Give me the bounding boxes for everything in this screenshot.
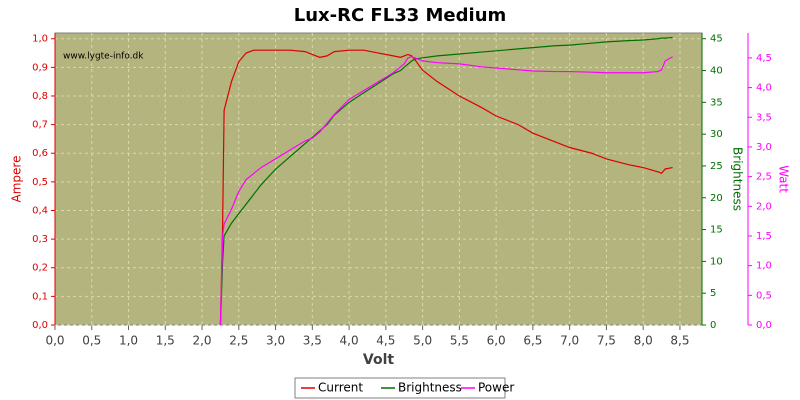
y-tick-label: 0,4 <box>32 205 48 216</box>
x-tick-label: 4,5 <box>376 334 395 348</box>
y3-tick-label: 1,5 <box>756 231 772 242</box>
legend: Current Brightness Power <box>294 377 514 399</box>
x-tick-label: 6,5 <box>523 334 542 348</box>
y3-tick-label: 4,0 <box>756 83 772 94</box>
x-tick-label: 8,5 <box>670 334 689 348</box>
x-tick-label: 7,5 <box>597 334 616 348</box>
watermark: www.lygte-info.dk <box>63 52 144 62</box>
legend-label: Power <box>478 381 514 395</box>
y2-tick-label: 0 <box>710 320 716 331</box>
x-tick-label: 0,0 <box>45 334 64 348</box>
y3-tick-label: 0,5 <box>756 290 772 301</box>
legend-label: Brightness <box>398 381 462 395</box>
y3-tick-label: 0,0 <box>756 320 772 331</box>
x-tick-label: 3,5 <box>303 334 322 348</box>
y3-tick-label: 4,5 <box>756 53 772 64</box>
y3-tick-label: 3,5 <box>756 112 772 123</box>
x-tick-label: 4,0 <box>340 334 359 348</box>
y-tick-label: 0,0 <box>32 320 48 331</box>
y3-axis-label: Watt <box>777 165 791 193</box>
x-tick-label: 5,0 <box>413 334 432 348</box>
legend-box <box>294 377 506 399</box>
y2-tick-label: 45 <box>710 34 723 45</box>
data-line <box>219 56 673 326</box>
y2-tick-label: 5 <box>710 288 716 299</box>
y2-tick-label: 20 <box>710 193 723 204</box>
legend-label: Current <box>318 381 363 395</box>
y-tick-label: 1,0 <box>32 34 48 45</box>
y-tick-label: 0,6 <box>32 148 48 159</box>
y-tick-label: 0,2 <box>32 263 48 274</box>
data-line <box>219 49 673 326</box>
x-tick-label: 2,5 <box>229 334 248 348</box>
y3-tick-label: 3,0 <box>756 142 772 153</box>
plot-area <box>54 32 703 326</box>
y2-tick-label: 40 <box>710 66 723 77</box>
x-tick-label: 7,0 <box>560 334 579 348</box>
y2-tick-label: 25 <box>710 161 723 172</box>
chart-title: Lux-RC FL33 Medium <box>294 5 507 26</box>
data-line <box>219 36 673 326</box>
x-tick-label: 3,0 <box>266 334 285 348</box>
y-axis-label: Ampere <box>10 156 24 203</box>
x-axis-label: Volt <box>363 352 394 368</box>
y2-tick-label: 30 <box>710 129 723 140</box>
y3-tick-label: 2,0 <box>756 201 772 212</box>
y-tick-label: 0,5 <box>32 177 48 188</box>
x-tick-label: 8,0 <box>634 334 653 348</box>
y2-tick-label: 35 <box>710 97 723 108</box>
y3-tick-label: 2,5 <box>756 172 772 183</box>
y2-axis-label: Brightness <box>731 147 745 211</box>
x-tick-label: 6,0 <box>487 334 506 348</box>
x-tick-label: 1,5 <box>156 334 175 348</box>
y3-tick-label: 1,0 <box>756 261 772 272</box>
x-tick-label: 2,0 <box>192 334 211 348</box>
x-tick-label: 1,0 <box>119 334 138 348</box>
y-tick-label: 0,9 <box>32 62 48 73</box>
y-tick-label: 0,8 <box>32 91 48 102</box>
y-tick-label: 0,3 <box>32 234 48 245</box>
y2-tick-label: 15 <box>710 225 723 236</box>
y-tick-label: 0,1 <box>32 291 48 302</box>
y-tick-label: 0,7 <box>32 120 48 131</box>
x-tick-label: 0,5 <box>82 334 101 348</box>
x-tick-label: 5,5 <box>450 334 469 348</box>
y2-tick-label: 10 <box>710 256 723 267</box>
